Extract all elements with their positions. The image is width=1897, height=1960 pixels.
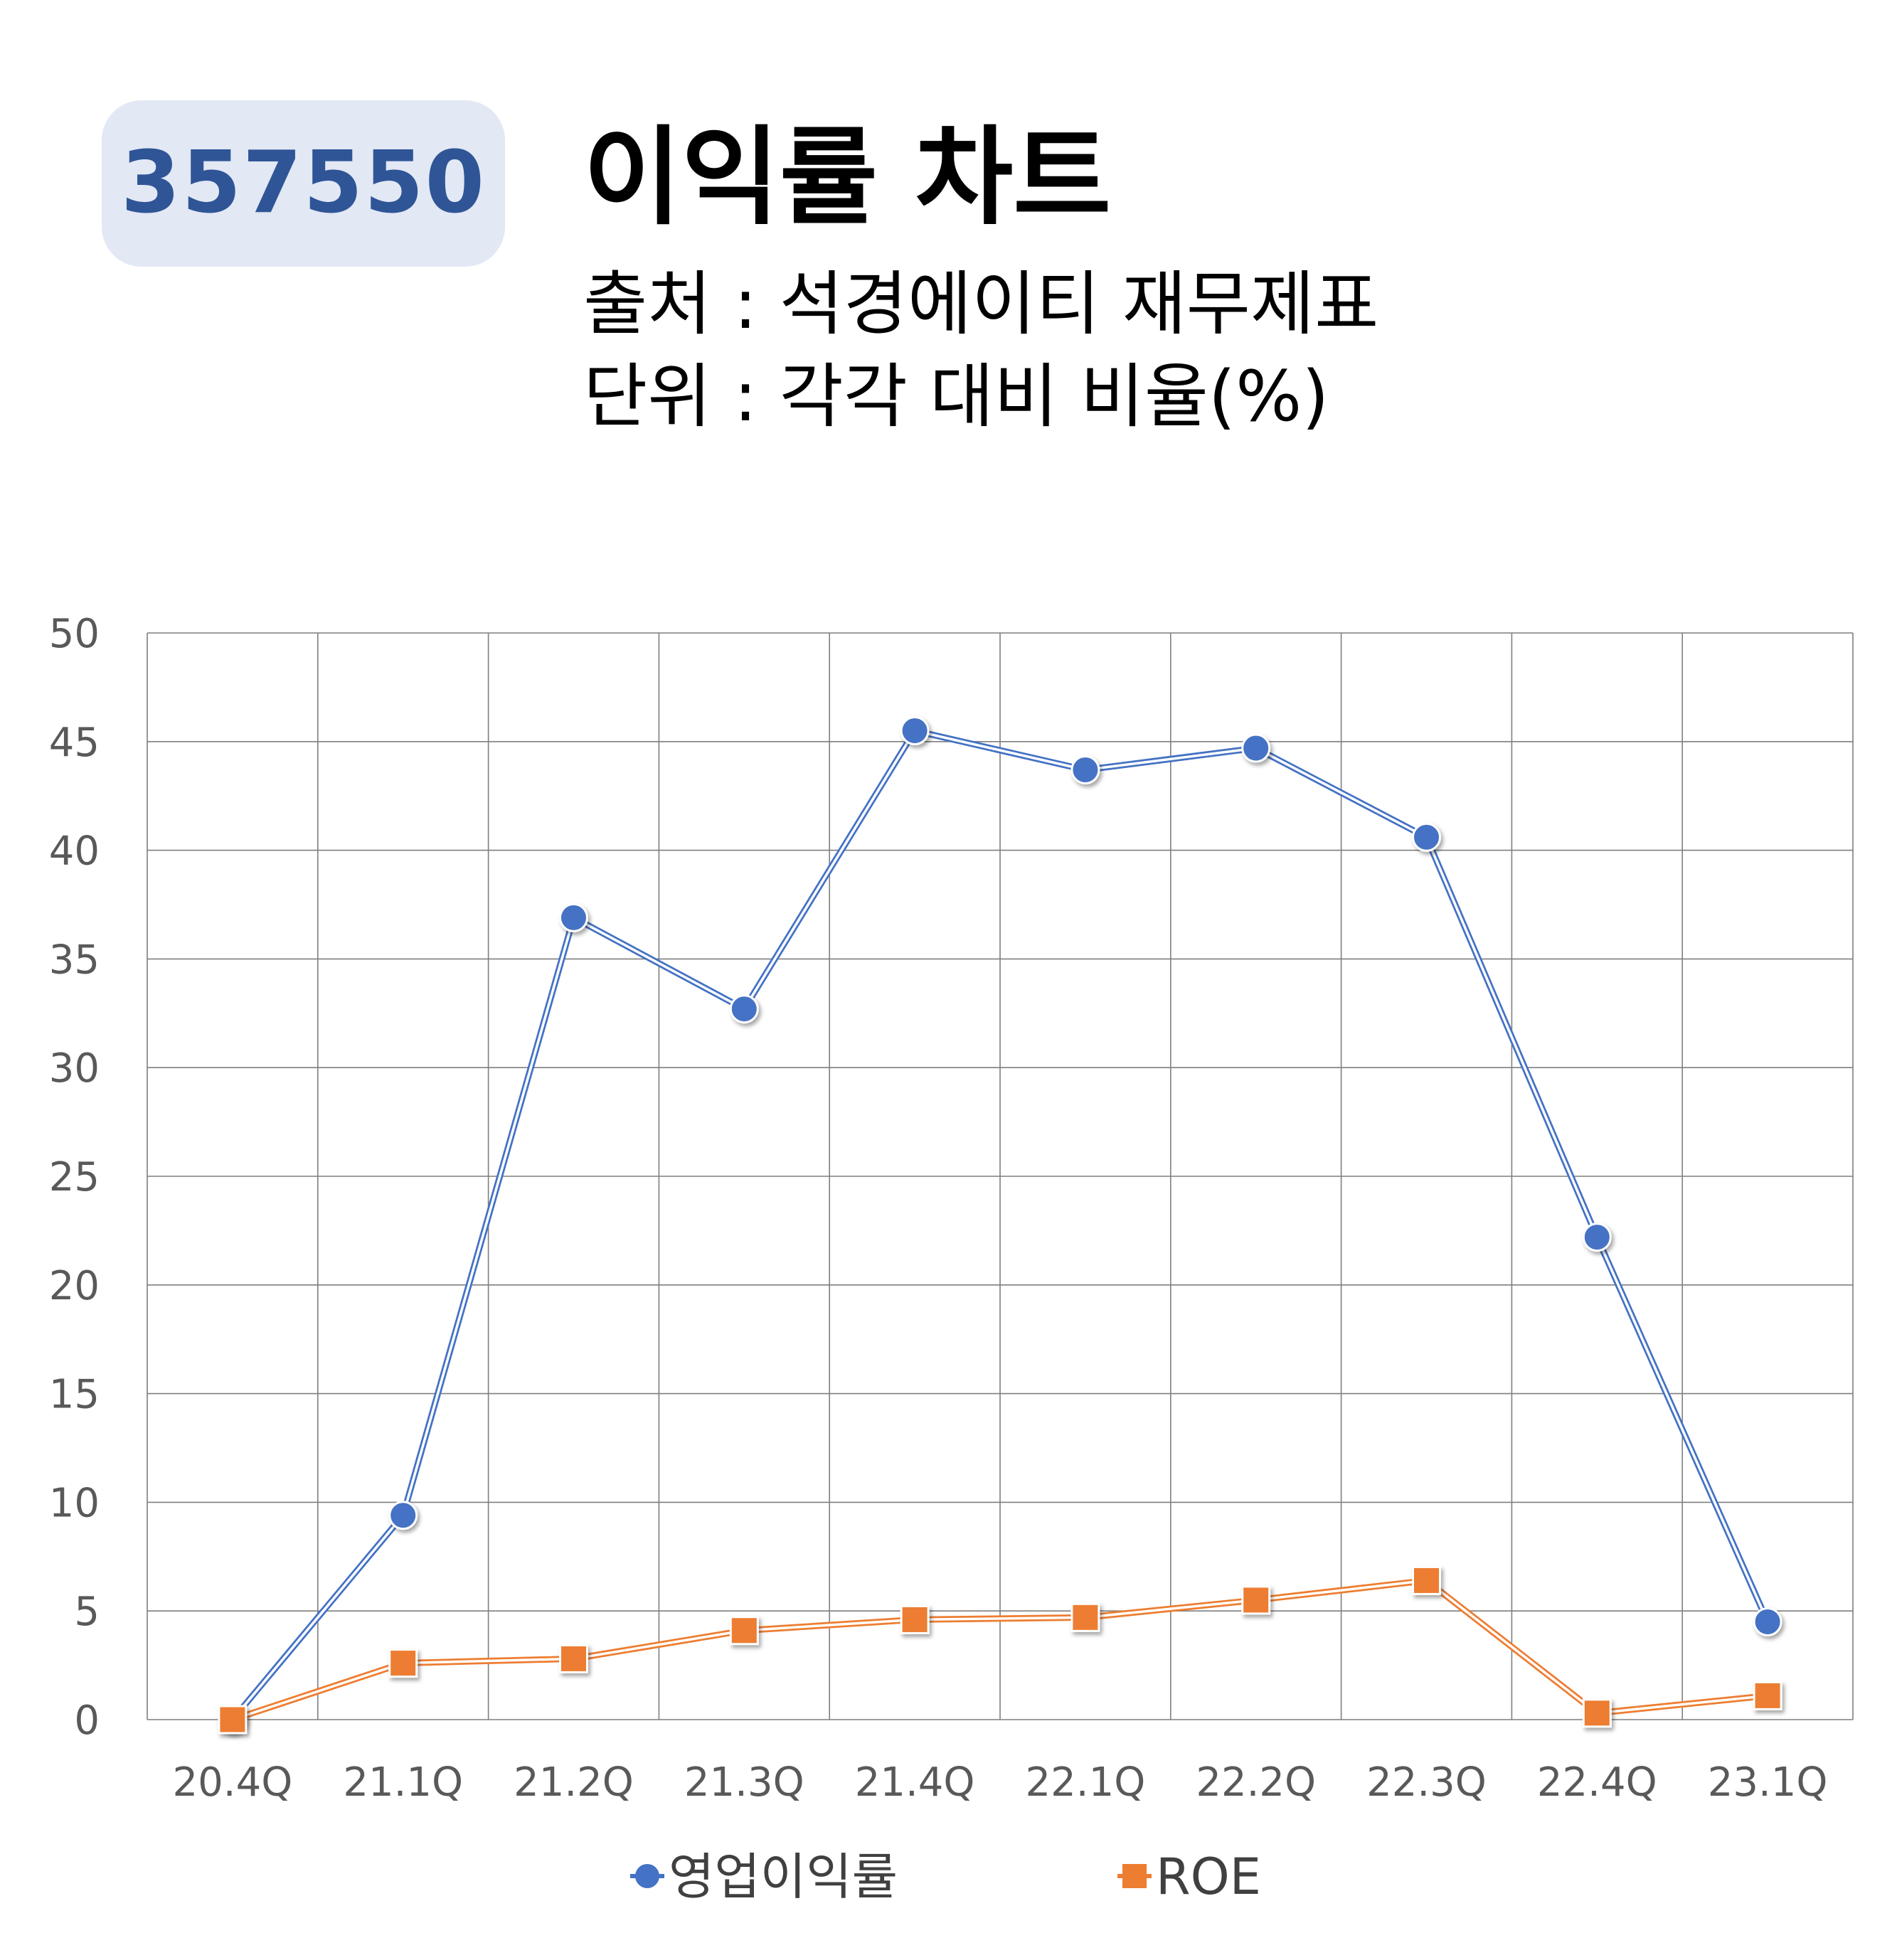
legend-label: 영업이익률 [669,1848,898,1906]
y-tick-label: 40 [49,829,100,875]
data-point-circle [559,902,588,932]
data-point-circle [729,994,759,1024]
legend-marker-square [1122,1864,1147,1888]
data-point-circle [1241,733,1271,763]
data-point-circle [388,1501,418,1530]
y-tick-label: 35 [49,937,100,983]
x-tick-label: 21.1Q [343,1759,463,1806]
y-tick-label: 0 [74,1698,100,1744]
data-point-square [559,1644,588,1673]
y-tick-label: 15 [49,1372,100,1418]
y-tick-label: 5 [74,1589,100,1635]
x-axis-ticks: 20.4Q 21.1Q 21.2Q 21.3Q 21.4Q 22.1Q 22.2Q 22.3Q… [173,1759,1828,1806]
y-tick-label: 50 [49,611,100,657]
x-tick-label: 22.2Q [1196,1759,1316,1806]
data-point-circle [1582,1223,1612,1252]
data-point-square [1753,1681,1782,1710]
data-point-square [218,1705,248,1735]
chart-title: 이익률 차트 [583,116,1112,240]
grid [147,632,1854,1720]
y-tick-label: 25 [49,1154,100,1200]
data-point-square [900,1604,930,1634]
x-tick-label: 21.3Q [684,1759,804,1806]
data-point-square [1582,1698,1612,1728]
data-point-square [1070,1602,1100,1632]
y-axis-ticks: 0 5 10 15 20 25 30 35 40 45 50 [49,611,100,1744]
legend: 영업이익률 ROE [630,1848,1261,1906]
y-tick-label: 30 [49,1045,100,1092]
data-point-circle [900,716,930,746]
series-line-inner [231,729,1769,1721]
series-line-inner [232,1579,1768,1721]
x-tick-label: 22.4Q [1537,1759,1657,1806]
data-point-square [388,1649,418,1678]
x-tick-label: 20.4Q [173,1759,293,1806]
data-point-circle [1412,822,1441,852]
legend-marker-circle [635,1864,659,1888]
y-tick-label: 10 [49,1480,100,1526]
data-point-circle [1070,755,1100,785]
x-tick-label: 23.1Q [1708,1759,1828,1806]
ticker-badge: 357550 [102,100,505,267]
data-point-square [1241,1585,1271,1615]
series-markers [218,716,1782,1735]
data-point-square [729,1616,759,1646]
y-tick-label: 20 [49,1263,100,1309]
source-label: 출처 : 석경에이티 재무제표 [583,264,1379,345]
data-point-square [1412,1565,1441,1595]
x-tick-label: 22.3Q [1366,1759,1487,1806]
legend-label: ROE [1156,1848,1261,1906]
y-tick-label: 45 [49,720,100,766]
x-tick-label: 21.2Q [514,1759,634,1806]
series-lines [230,728,1771,1723]
data-point-circle [1753,1607,1782,1636]
unit-label: 단위 : 각각 대비 비율(%) [583,356,1329,437]
x-tick-label: 21.4Q [855,1759,975,1806]
x-tick-label: 22.1Q [1026,1759,1146,1806]
ticker-code: 357550 [121,134,486,233]
